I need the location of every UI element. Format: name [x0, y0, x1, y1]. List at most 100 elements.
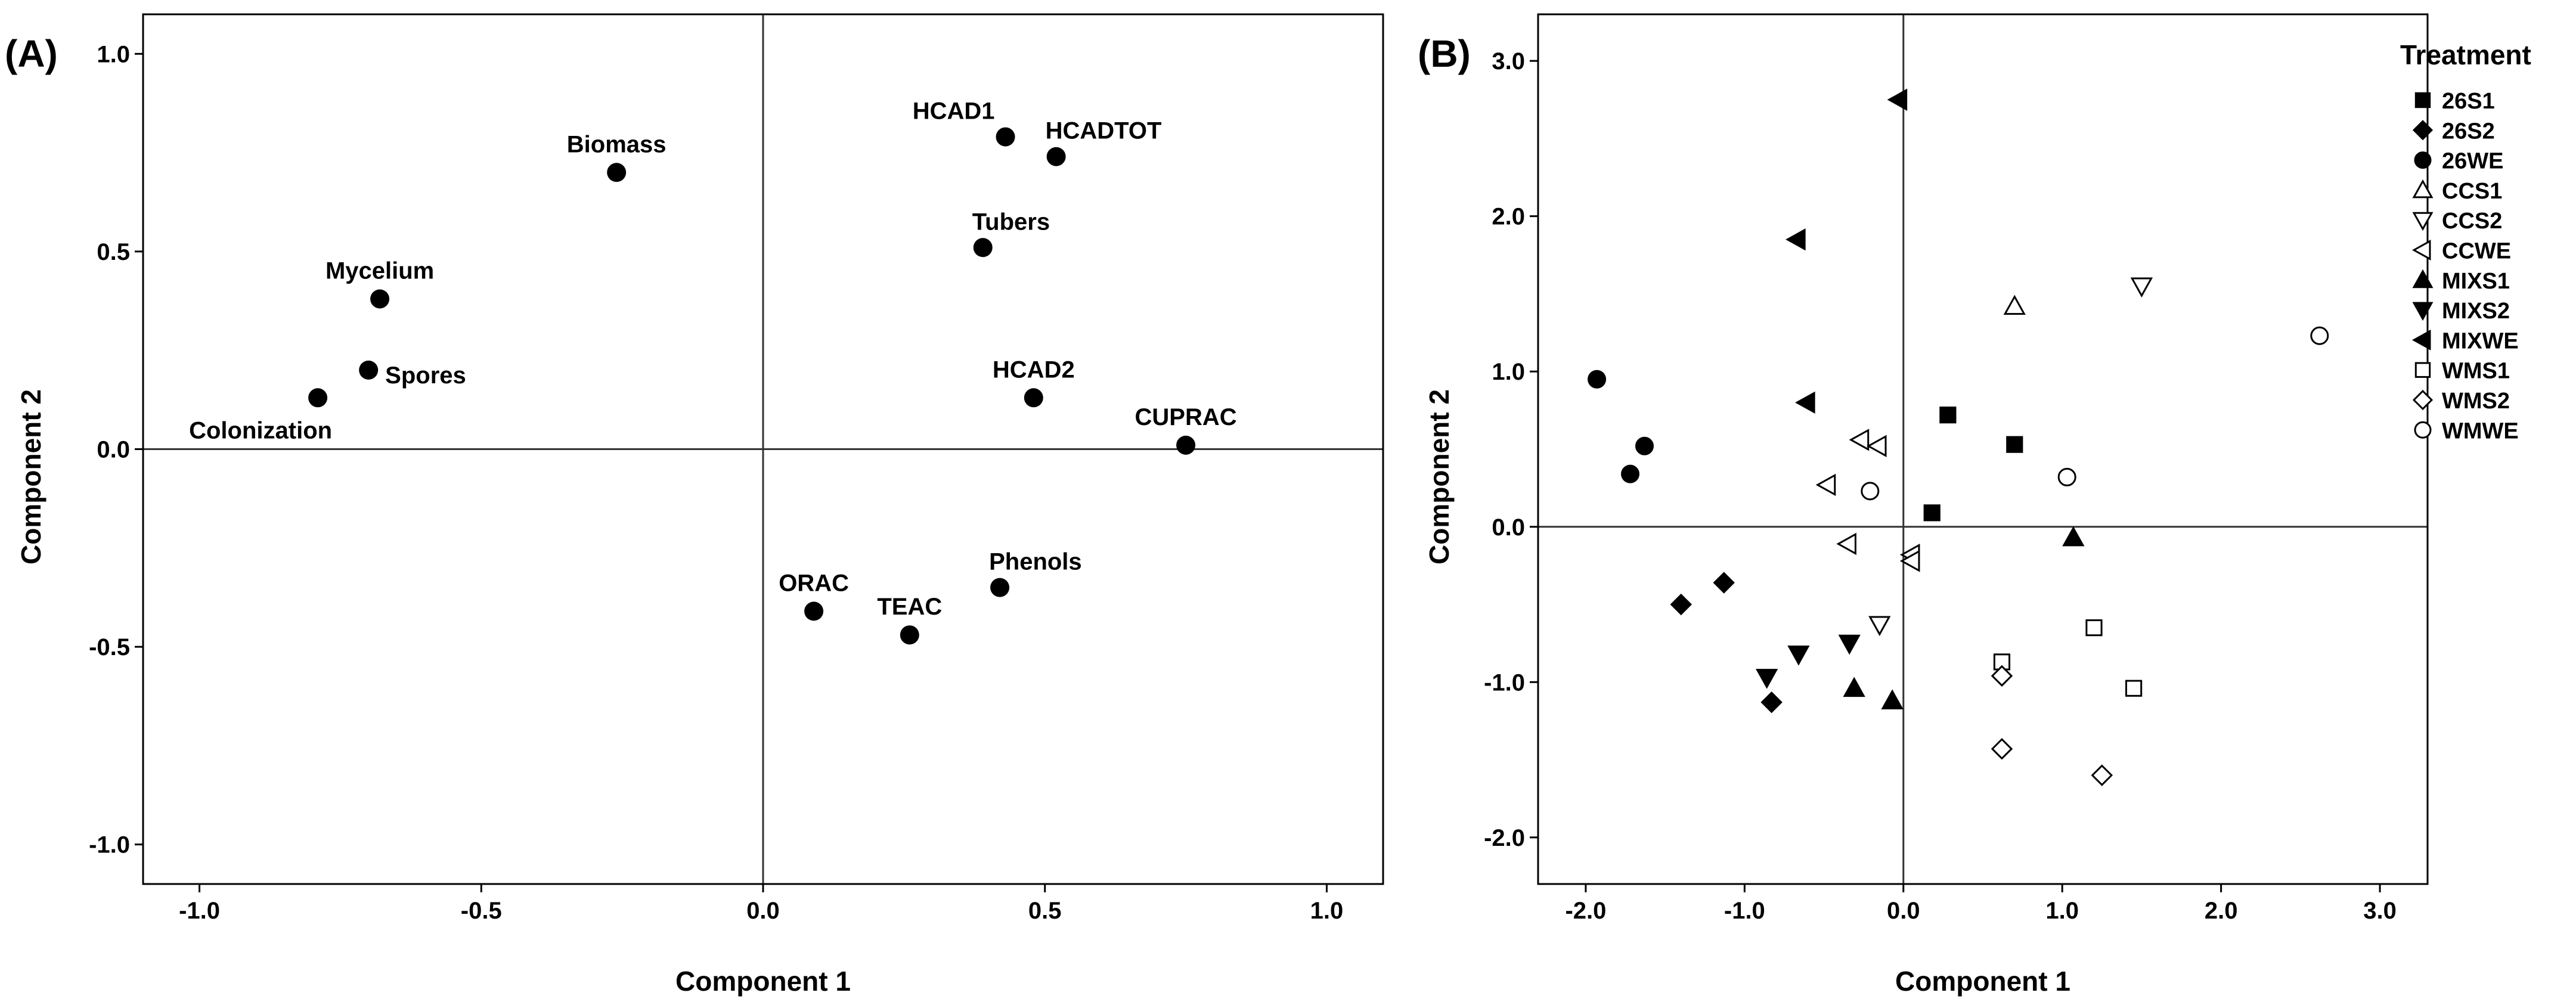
legend-label-26s1: 26S1 [2442, 89, 2495, 114]
panel-a-reference-lines [143, 14, 1383, 884]
score-point-wms2 [1991, 665, 2013, 687]
loading-point-mycelium [370, 289, 390, 309]
loading-label-teac: TEAC [877, 594, 942, 620]
panel-a-y-tick-label: 0.0 [97, 437, 130, 463]
panel-b-axis-ticks: -2.0 -1.0 0.0 1.0 2.0 3.0 -2.0 -1.0 0.0 1.0 2.0 3.0 [1484, 48, 2397, 924]
panel-a-x-tick-label: -0.5 [461, 898, 502, 924]
panel-b-y-tick-label: 3.0 [1492, 48, 1525, 75]
panel-b-x-tick-label: 2.0 [2205, 898, 2238, 924]
legend-label-wms2: WMS2 [2442, 389, 2510, 414]
loading-label-mycelium: Mycelium [326, 258, 434, 284]
legend-label-26s2: 26S2 [2442, 119, 2495, 144]
score-point-wms2 [2091, 764, 2113, 786]
legend-marker-ccs1 [2412, 179, 2434, 198]
score-point-mixwe [1795, 391, 1815, 414]
panel-a-y-tick-label: 1.0 [97, 41, 130, 67]
score-point-mixs1 [1881, 689, 1904, 709]
panel-a-x-tick-label: 0.5 [1028, 898, 1062, 924]
panel-b-x-axis-title: Component 1 [1895, 966, 2070, 997]
loading-label-spores: Spores [385, 362, 466, 389]
legend-title: Treatment [2400, 39, 2531, 70]
panel-a-plot-frame [142, 13, 1384, 885]
score-point-ccwe [1849, 429, 1870, 451]
loading-point-hcad1 [996, 127, 1015, 147]
legend-marker-ccs2 [2412, 212, 2434, 231]
loading-label-hcad2: HCAD2 [993, 356, 1075, 383]
loading-point-cuprac [1176, 435, 1196, 455]
score-point-ccs1 [2003, 294, 2026, 315]
panel-b-x-tick-label: 0.0 [1887, 898, 1920, 924]
panel-b-x-tick-label: -1.0 [1724, 898, 1765, 924]
loading-label-hcadtot: HCADTOT [1046, 118, 1162, 144]
panel-a-axis-ticks: -1.0 -0.5 0.0 0.5 1.0 -1.0 -0.5 0.0 0.5 1.0 [89, 41, 1343, 924]
legend-label-ccs2: CCS2 [2442, 209, 2502, 234]
legend-marker-wms2 [2412, 389, 2434, 411]
score-point-26we [1588, 370, 1607, 389]
score-point-ccwe [1815, 473, 1836, 497]
panel-a-x-tick-label: 1.0 [1310, 898, 1344, 924]
legend-label-wms1: WMS1 [2442, 359, 2510, 384]
panel-a-x-axis-title: Component 1 [675, 966, 851, 997]
score-point-wms1 [2125, 680, 2143, 697]
legend-marker-26s1 [2414, 92, 2431, 108]
loading-label-orac: ORAC [779, 570, 849, 596]
legend-label-26we: 26WE [2442, 149, 2503, 174]
legend-marker-26we [2414, 151, 2432, 169]
loading-point-colonization [308, 388, 328, 408]
legend-marker-ccwe [2411, 240, 2431, 260]
score-point-ccwe [1836, 532, 1856, 556]
legend-marker-mixs2 [2412, 302, 2434, 321]
panel-b-y-tick-label: -1.0 [1484, 669, 1525, 696]
panel-a-x-tick-label: 0.0 [746, 898, 780, 924]
score-point-mixs1 [1843, 677, 1865, 697]
loading-point-hcadtot [1046, 147, 1066, 166]
panel-b-label: (B) [1418, 32, 1471, 75]
score-point-26s2 [1713, 572, 1735, 594]
legend-label-ccwe: CCWE [2442, 239, 2511, 264]
panel-b-points [1588, 88, 2329, 786]
legend-label-wmwe: WMWE [2442, 418, 2519, 443]
loading-point-orac [804, 601, 824, 621]
score-point-mixwe [1887, 88, 1908, 111]
score-point-ccs2 [2130, 277, 2153, 298]
score-point-ccs2 [1868, 616, 1891, 637]
panel-b-plot-frame [1537, 13, 2429, 885]
loading-label-hcad1: HCAD1 [913, 98, 995, 125]
panel-a-y-tick-label: -1.0 [89, 832, 130, 858]
score-point-26we [1635, 436, 1654, 455]
panel-a-x-tick-label: -1.0 [179, 898, 220, 924]
loading-point-hcad2 [1024, 388, 1043, 408]
panel-a-label: (A) [5, 32, 58, 75]
panel-b-x-tick-label: 3.0 [2363, 898, 2397, 924]
loading-point-tubers [973, 238, 993, 258]
loading-point-phenols [990, 578, 1010, 597]
legend-marker-26s2 [2412, 120, 2434, 141]
loading-point-biomass [607, 163, 627, 182]
panel-b-y-tick-label: -2.0 [1484, 825, 1525, 851]
panel-b-y-tick-label: 2.0 [1492, 204, 1525, 230]
score-point-ccwe [1899, 550, 1920, 572]
loading-label-phenols: Phenols [989, 549, 1082, 575]
score-point-26we [1621, 464, 1640, 483]
score-point-wms1 [2085, 619, 2103, 637]
panel-a-points: Biomass Mycelium Spores Colonization HCAD1 HC… [189, 98, 1237, 645]
panel-b-x-tick-label: -2.0 [1565, 898, 1606, 924]
legend-entries: 26S1 26S2 26WE CCS1 CCS2 CCWE MIXS1 MIXS2 MIXWE W… [2411, 89, 2519, 443]
loading-label-colonization: Colonization [189, 417, 332, 443]
panel-b-y-tick-label: 0.0 [1492, 514, 1525, 541]
score-point-26s2 [1760, 691, 1783, 714]
score-point-26s1 [1939, 407, 1957, 424]
panel-b-y-axis-title: Component 2 [1424, 389, 1455, 564]
score-point-mixs2 [1756, 669, 1778, 689]
panel-b-y-tick-label: 1.0 [1492, 359, 1525, 385]
score-point-mixs1 [2062, 526, 2085, 547]
legend-marker-wmwe [2414, 421, 2432, 439]
panel-a-biplot: (A) -1.0 -0.5 0.0 0.5 1.0 -1.0 -0.5 0.0 0.5 1.0 B… [5, 13, 1384, 997]
panel-a-y-tick-label: -0.5 [89, 634, 130, 660]
legend-marker-mixs1 [2412, 269, 2434, 289]
panel-b-score-plot: (B) -2.0 -1.0 0.0 1.0 2.0 3.0 -2.0 -1.0 0.0 1.0 2.… [1418, 13, 2429, 997]
panel-b-x-tick-label: 1.0 [2045, 898, 2079, 924]
legend-marker-mixwe [2411, 329, 2431, 350]
score-point-26s2 [1670, 593, 1692, 616]
